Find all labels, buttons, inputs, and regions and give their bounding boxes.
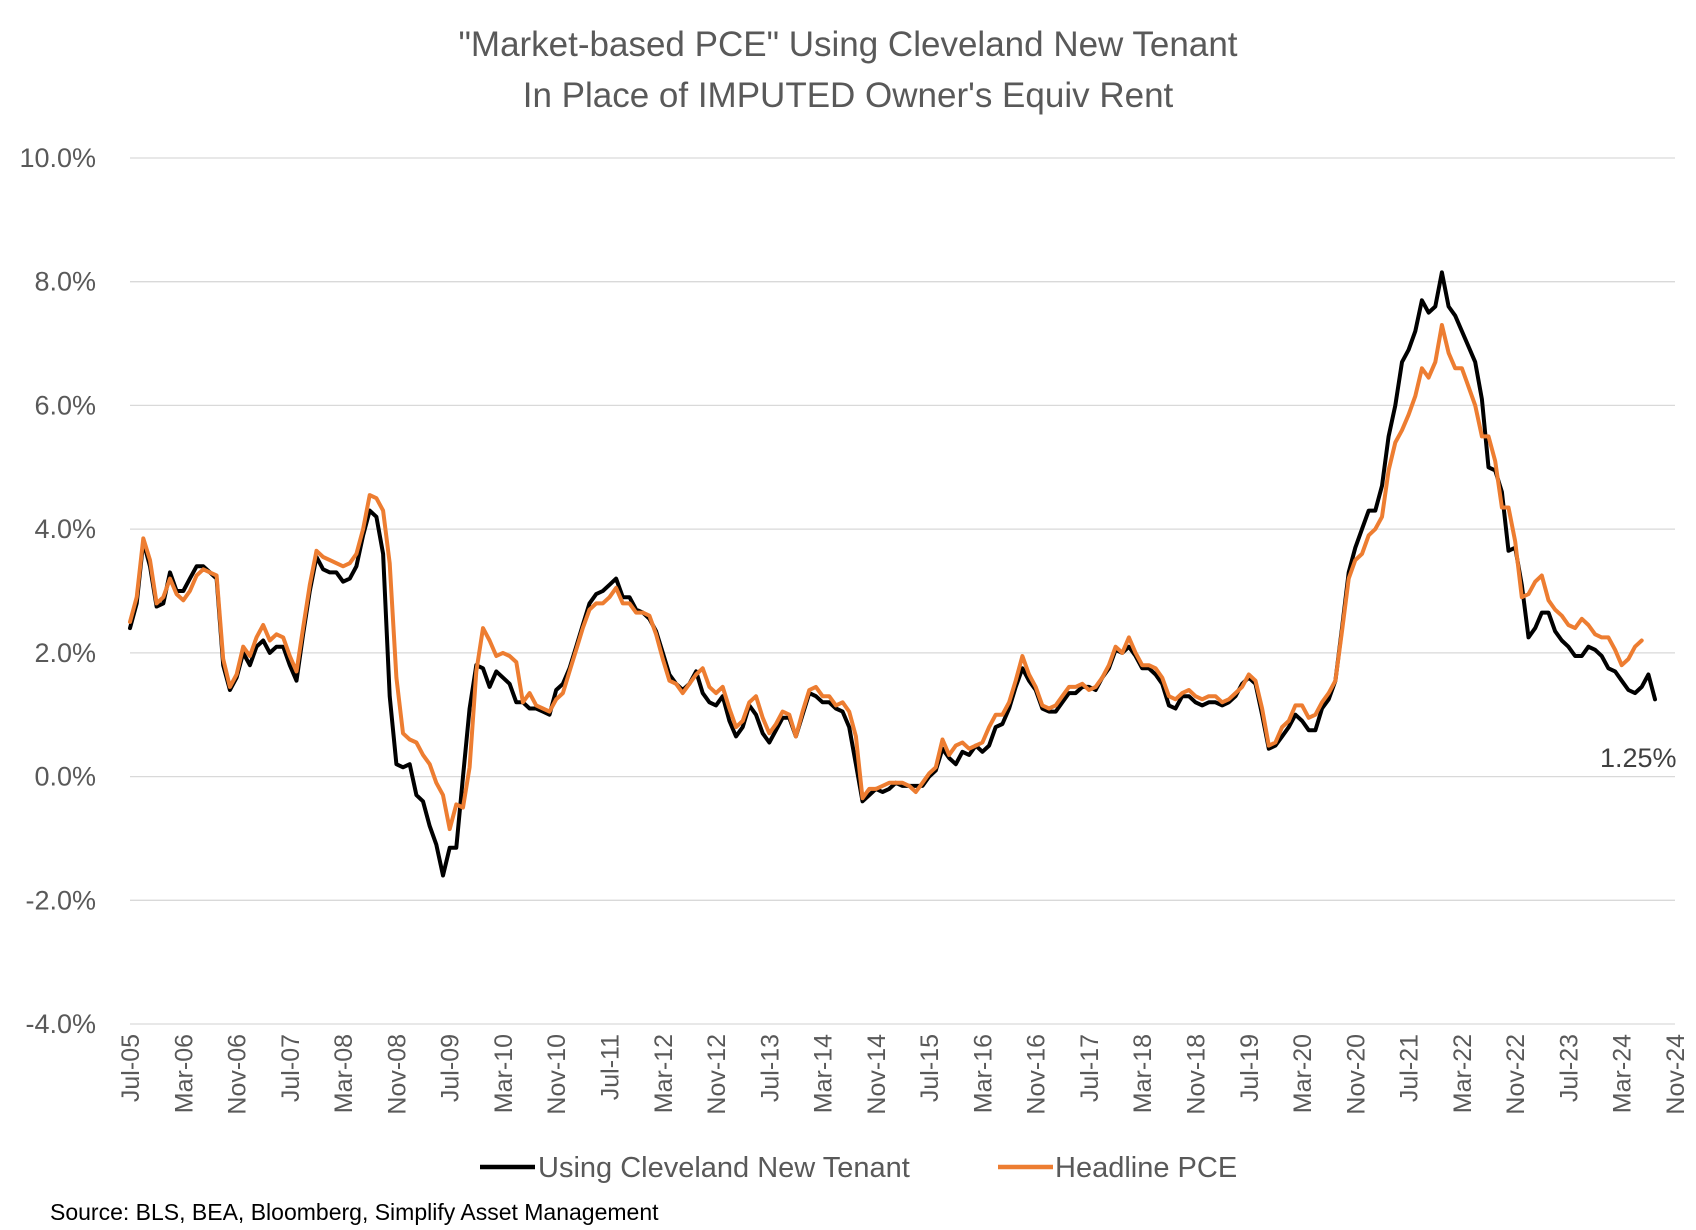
x-tick-label: Jul-05 [117,1034,145,1102]
x-tick-label: Jul-19 [1236,1034,1264,1102]
x-tick-label: Mar-22 [1449,1034,1477,1113]
x-tick-label: Nov-18 [1183,1034,1211,1115]
x-tick-label: Jul-15 [916,1034,944,1102]
x-tick-label: Mar-06 [170,1034,198,1113]
x-tick-label: Mar-20 [1289,1034,1317,1113]
x-tick-label: Nov-24 [1662,1034,1690,1115]
x-tick-label: Jul-09 [437,1034,465,1102]
x-tick-label: Jul-23 [1555,1034,1583,1102]
y-tick-label: -4.0% [25,1009,96,1039]
chart-title-line-1: "Market-based PCE" Using Cleveland New T… [458,25,1237,64]
x-tick-label: Jul-11 [597,1034,625,1100]
y-tick-label: 0.0% [34,762,96,792]
x-tick-label: Jul-21 [1396,1034,1424,1102]
legend-label-cleveland: Using Cleveland New Tenant [538,1152,910,1184]
legend: Using Cleveland New Tenant Headline PCE [480,1152,1237,1184]
x-tick-label: Nov-14 [863,1034,891,1115]
y-tick-label: 6.0% [34,390,96,420]
x-tick-label: Mar-12 [650,1034,678,1113]
x-tick-label: Mar-24 [1609,1034,1637,1113]
x-tick-label: Jul-13 [756,1034,784,1102]
x-tick-label: Nov-12 [703,1034,731,1115]
x-tick-label: Jul-07 [277,1034,305,1102]
source-note: Source: BLS, BEA, Bloomberg, Simplify As… [50,1199,659,1225]
series-line-cleveland [128,270,1657,878]
x-tick-label: Nov-16 [1023,1034,1051,1115]
series-lines [128,270,1657,878]
legend-label-headline: Headline PCE [1055,1152,1237,1184]
y-tick-label: 10.0% [19,143,96,173]
x-axis-ticks: Jul-05 Mar-06 Nov-06 Jul-07 Mar-08 Nov-08 Jul-… [117,1034,1690,1115]
last-value-annotation: 1.25% [1600,743,1677,773]
x-tick-label: Mar-16 [969,1034,997,1113]
y-axis-ticks: -4.0% -2.0% 0.0% 2.0% 4.0% 6.0% 8.0% 10.0% [19,143,96,1039]
x-tick-label: Nov-06 [224,1034,252,1115]
chart-title-line-2: In Place of IMPUTED Owner's Equiv Rent [523,76,1174,115]
series-line-headline-pce [128,323,1644,832]
x-tick-label: Nov-20 [1342,1034,1370,1115]
x-tick-label: Nov-22 [1502,1034,1530,1115]
x-tick-label: Mar-14 [810,1034,838,1113]
y-tick-label: 2.0% [34,638,96,668]
y-tick-label: -2.0% [25,885,96,915]
y-tick-label: 8.0% [34,267,96,297]
x-tick-label: Mar-10 [490,1034,518,1113]
x-tick-label: Jul-17 [1076,1034,1104,1102]
x-tick-label: Mar-18 [1129,1034,1157,1113]
x-tick-label: Mar-08 [330,1034,358,1113]
y-tick-label: 4.0% [34,514,96,544]
x-tick-label: Nov-10 [543,1034,571,1115]
x-tick-label: Nov-08 [383,1034,411,1115]
